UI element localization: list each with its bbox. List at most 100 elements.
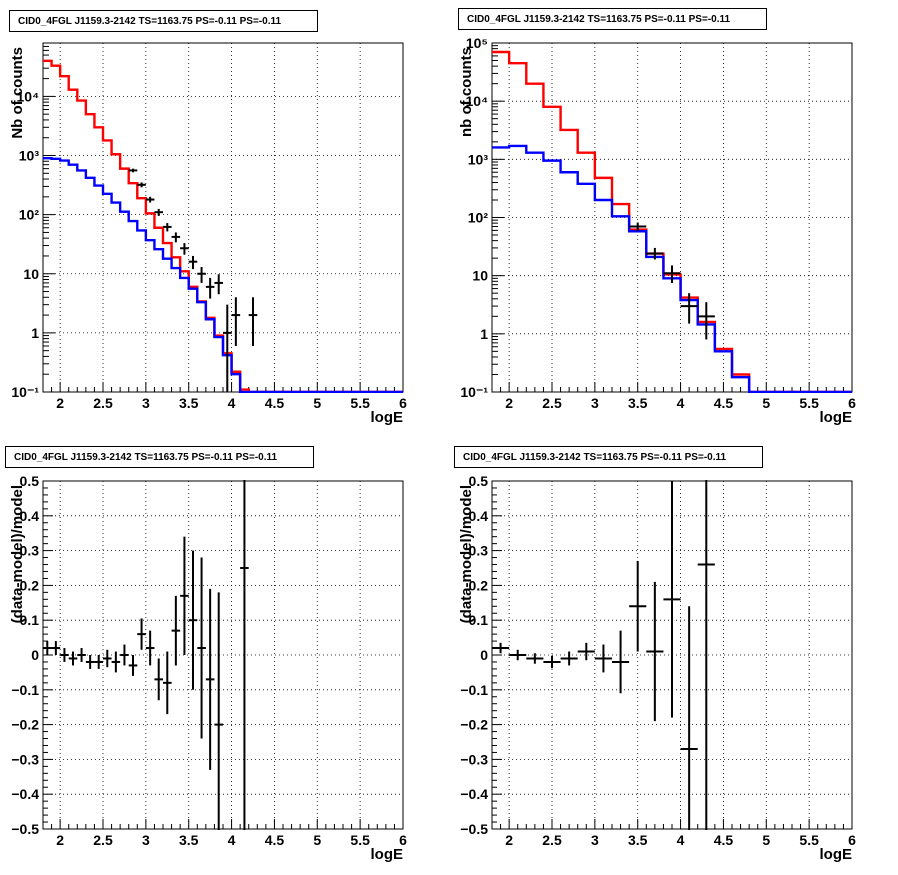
x-tick-label: 4.5 [265,395,285,411]
y-tick-label: 10⁻¹ [11,384,39,400]
y-tick-label: −0.4 [11,786,39,802]
y-tick-label: 0 [480,647,488,663]
chart-pad-3: 2 2.5 3 3.5 4 4.5 5 5.5 6 logE −0.5 −0.4 −0.3 −0.2 −0.… [0,435,449,875]
y-axis-label: Nb of counts [9,47,26,139]
x-tick-label: 2 [56,395,64,411]
x-tick-label: 5 [762,832,770,848]
x-tick-label: 5 [313,395,321,411]
series-background [492,144,852,393]
x-tick-label: 4.5 [714,832,734,848]
x-tick-label: 4.5 [265,832,285,848]
x-axis-label: logE [371,846,404,863]
y-tick-label: −0.3 [11,751,39,767]
x-tick-label: 2.5 [93,395,113,411]
y-tick-label: 0.3 [20,543,40,559]
x-tick-label: 3.5 [179,395,199,411]
data-layer [492,480,715,830]
y-tick-label: −0.2 [460,717,488,733]
chart-pad-2: 2 2.5 3 3.5 4 4.5 5 5.5 6 logE 10⁻¹ 1 10 10² 10³ 10⁴ 10⁵… [449,0,898,435]
grid [492,42,853,393]
y-axis: 10⁻¹ 1 10 10² 10³ 10⁴ 10⁵ [460,35,504,400]
x-axis: 2 2.5 3 3.5 4 4.5 5 5.5 6 [42,382,407,411]
grid [43,480,404,830]
y-tick-label: 0.1 [469,612,489,628]
x-tick-label: 5 [762,395,770,411]
y-tick-label: 10⁻¹ [460,384,488,400]
y-axis-label: (data-model)/model [458,485,475,623]
chart-svg: 2 2.5 3 3.5 4 4.5 5 5.5 6logE−0.5−0.4−0.3−0.2−0.… [9,473,407,863]
x-tick-label: 2.5 [542,395,562,411]
data-layer [43,59,403,393]
x-tick-label: 5.5 [799,832,819,848]
y-axis: 10⁻¹ 1 10 10² 10³ 10⁴ [11,42,55,400]
data-layer [43,480,249,830]
y-axis: −0.5 −0.4 −0.3 −0.2 −0.1 0 0.1 0.2 0.3 0.4 0.5 [11,473,53,837]
y-tick-label: −0.4 [460,786,488,802]
y-tick-label: −0.1 [11,682,39,698]
x-tick-label: 4 [228,395,236,411]
x-axis: 2 2.5 3 3.5 4 4.5 5 5.5 6 [42,819,407,848]
x-tick-label: 6 [399,832,407,848]
y-tick-label: −0.1 [460,682,488,698]
y-tick-label: −0.3 [460,751,488,767]
y-tick-label: −0.5 [460,821,488,837]
x-tick-label: 2 [56,832,64,848]
x-tick-label: 2.5 [93,832,113,848]
x-tick-label: 6 [848,832,856,848]
x-axis-label: logE [371,409,404,426]
y-tick-label: 10⁵ [466,35,488,51]
x-tick-label: 3 [591,395,599,411]
y-tick-label: 10 [23,266,39,282]
x-tick-label: 5.5 [350,395,370,411]
x-tick-label: 3.5 [628,832,648,848]
y-tick-label: 10⁴ [17,88,40,104]
y-tick-label: 0.3 [469,543,489,559]
y-tick-label: 0.5 [469,473,489,489]
y-axis-label: (data-model)/model [9,485,26,623]
y-tick-label: 0.2 [20,577,40,593]
x-tick-label: 3.5 [628,395,648,411]
chart-title: CID0_4FGL J1159.3-2142 TS=1163.75 PS=-0.… [9,10,318,32]
y-tick-label: −0.5 [11,821,39,837]
y-tick-label: 10³ [468,151,489,167]
chart-pad-4: 2 2.5 3 3.5 4 4.5 5 5.5 6 logE −0.5 −0.4 −0.3 −0.2 −0.… [449,435,898,875]
y-tick-label: 1 [480,326,488,342]
x-axis-label: logE [820,409,853,426]
y-tick-label: 0.1 [20,612,40,628]
y-tick-label: 0.4 [20,508,40,524]
chart-title: CID0_4FGL J1159.3-2142 TS=1163.75 PS=-0.… [5,446,314,468]
x-tick-label: 4.5 [714,395,734,411]
x-tick-label: 6 [848,395,856,411]
y-tick-label: 0.4 [469,508,489,524]
chart-svg: 2 2.5 3 3.5 4 4.5 5 5.5 6logE−0.5−0.4−0.3−0.2−0.… [458,473,856,863]
x-tick-label: 5 [313,832,321,848]
x-tick-label: 2 [505,395,513,411]
x-tick-label: 3 [591,832,599,848]
x-axis: 2 2.5 3 3.5 4 4.5 5 5.5 6 [491,382,856,411]
y-tick-label: 10² [19,207,40,223]
chart-title: CID0_4FGL J1159.3-2142 TS=1163.75 PS=-0.… [458,8,767,30]
y-axis-label: nb of counts [458,47,475,137]
y-tick-label: 0.2 [469,577,489,593]
y-tick-label: 10 [472,268,488,284]
x-tick-label: 3.5 [179,832,199,848]
series-model [492,50,852,393]
y-axis: −0.5 −0.4 −0.3 −0.2 −0.1 0 0.1 0.2 0.3 0.4 0.5 [460,473,502,837]
x-tick-label: 3 [142,832,150,848]
x-tick-label: 6 [399,395,407,411]
chart-pad-1: 2 2.5 3 3.5 4 4.5 5 5.5 6 logE 10⁻¹ 1 10 10² 10³ 10⁴ Nb … [0,0,449,435]
x-axis-label: logE [820,846,853,863]
x-tick-label: 5.5 [799,395,819,411]
y-tick-label: 10⁴ [466,93,489,109]
x-tick-label: 5.5 [350,832,370,848]
x-tick-label: 3 [142,395,150,411]
y-tick-label: 0 [31,647,39,663]
x-tick-label: 2.5 [542,832,562,848]
x-tick-label: 4 [677,832,685,848]
chart-title: CID0_4FGL J1159.3-2142 TS=1163.75 PS=-0.… [454,446,763,468]
y-tick-label: 10² [468,210,489,226]
y-tick-label: 0.5 [20,473,40,489]
y-tick-label: 10³ [19,148,40,164]
